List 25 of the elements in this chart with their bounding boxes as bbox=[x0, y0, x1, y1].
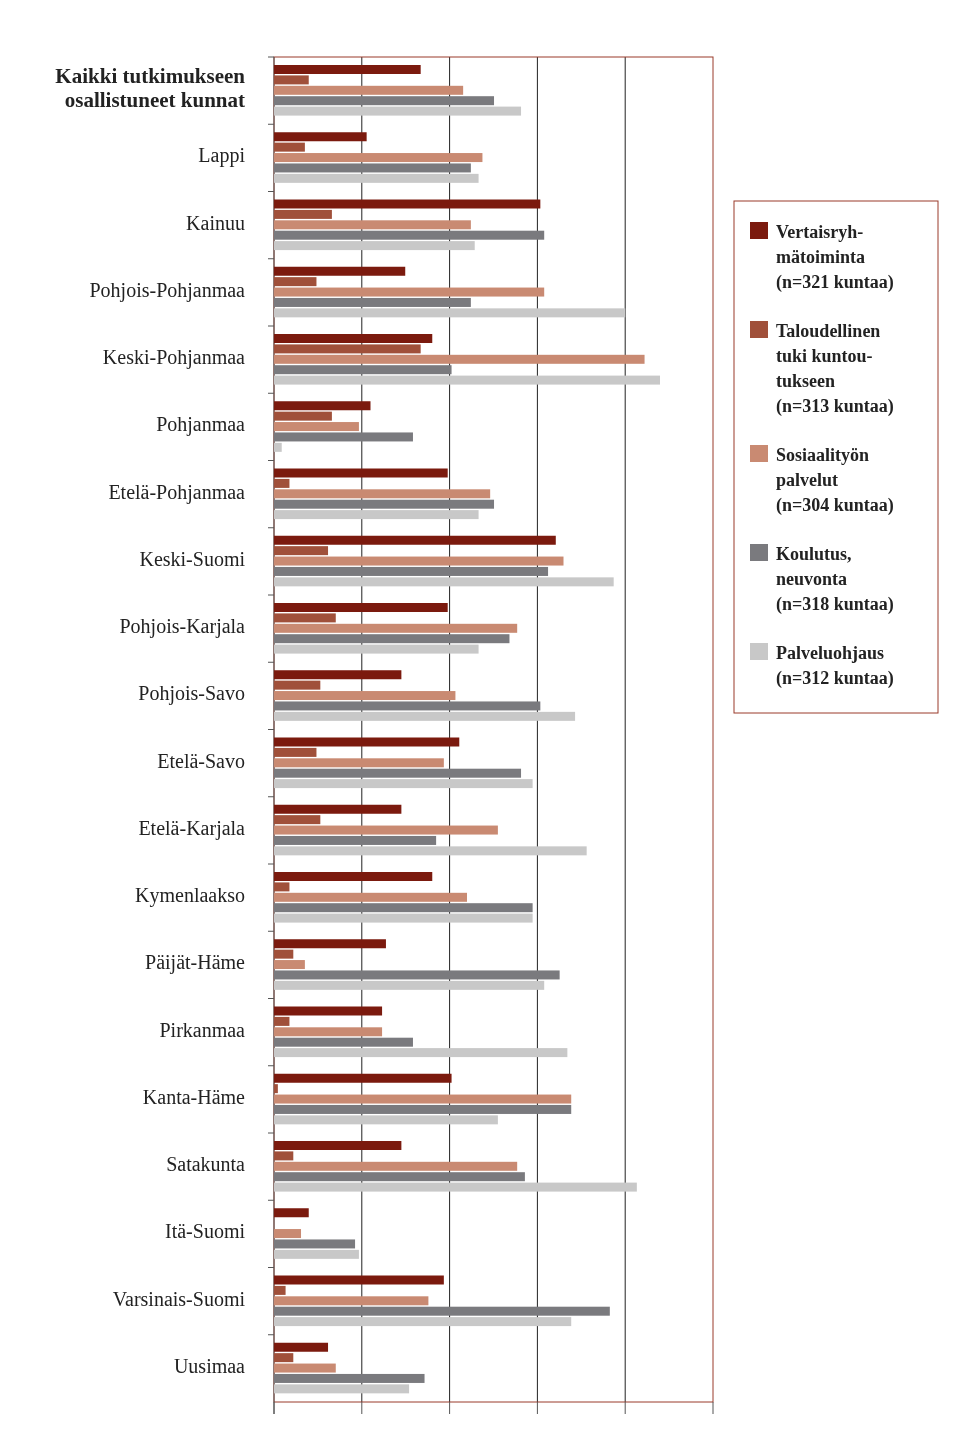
legend-label: Taloudellinen tuki kuntou- tukseen (n=313 kuntaa) bbox=[776, 321, 894, 417]
y-tick-label: Uusimaa bbox=[173, 1354, 246, 1377]
y-tick-label: Varsinais-Suomi bbox=[112, 1287, 246, 1310]
y-tick-label: Pohjois-Savo bbox=[138, 682, 245, 706]
y-tick-label: Keski-Pohjanmaa bbox=[102, 346, 246, 369]
y-tick-label: Keski-Suomi bbox=[139, 547, 246, 570]
y-tick-label: Kymenlaakso bbox=[135, 884, 245, 907]
legend-label: Koulutus, neuvonta (n=318 kuntaa) bbox=[776, 544, 894, 615]
y-tick-label: Kanta-Häme bbox=[142, 1085, 246, 1108]
y-tick-label: Pirkanmaa bbox=[159, 1018, 246, 1041]
y-tick-label: Etelä-Karjala bbox=[138, 816, 246, 840]
legend-label: Palveluohjaus (n=312 kuntaa) bbox=[776, 643, 894, 689]
y-tick-label: Pohjois-Pohjanmaa bbox=[89, 278, 246, 302]
y-tick-label: Lappi bbox=[198, 144, 246, 168]
y-tick-label: Etelä-Savo bbox=[157, 749, 245, 772]
legend-label: Vertaisryh- mätoiminta (n=321 kuntaa) bbox=[776, 222, 894, 293]
y-tick-label: Päijät-Häme bbox=[145, 951, 246, 975]
y-tick-label: Itä-Suomi bbox=[165, 1220, 246, 1243]
y-tick-label: Kainuu bbox=[186, 211, 245, 234]
y-tick-label: Kaikki tutkimukseen osallistuneet kunnat bbox=[55, 64, 246, 112]
legend-label: Sosiaalityön palvelut (n=304 kuntaa) bbox=[776, 445, 894, 516]
y-tick-label: Pohjanmaa bbox=[156, 413, 246, 437]
y-tick-label: Etelä-Pohjanmaa bbox=[108, 480, 246, 504]
y-tick-label: Pohjois-Karjala bbox=[119, 615, 246, 638]
y-tick-label: Satakunta bbox=[166, 1153, 246, 1175]
